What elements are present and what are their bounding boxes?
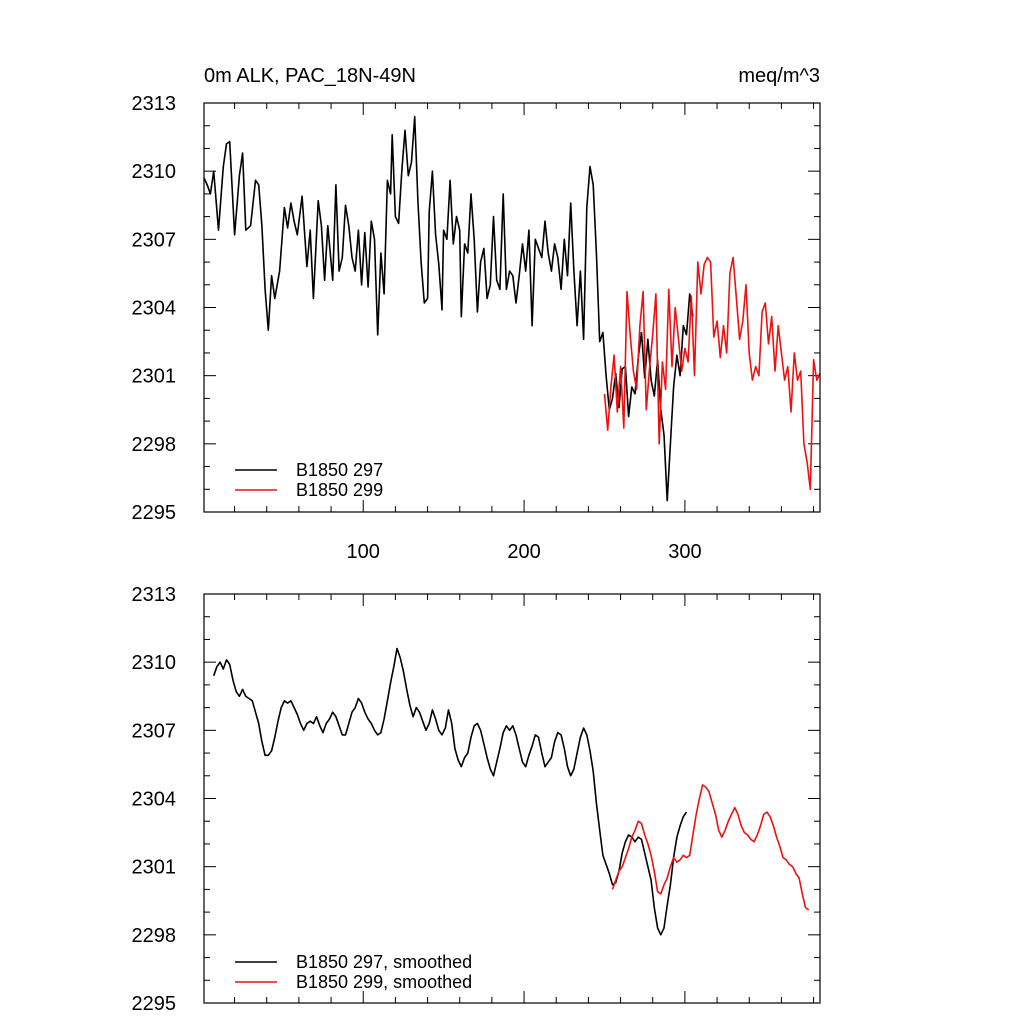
y-tick-label: 2304 bbox=[132, 298, 177, 320]
x-tick-label: 200 bbox=[507, 541, 540, 563]
y-tick-label: 2307 bbox=[132, 720, 177, 742]
y-tick-label: 2310 bbox=[132, 652, 177, 674]
series-line-b1850-297 bbox=[212, 647, 688, 936]
top-panel-tick-labels: 2295 2298 2301 2304 2307 2310 2313 100 200 300 bbox=[132, 93, 702, 563]
y-tick-label: 2310 bbox=[132, 161, 177, 183]
top-panel-frame bbox=[203, 102, 821, 513]
top-panel-ticks bbox=[204, 102, 820, 513]
series-line-b1850-299 bbox=[603, 256, 821, 491]
series-line-b1850-297 bbox=[203, 115, 694, 502]
bottom-panel: 2295 2298 2301 2304 2307 2310 2313 B1850 297, … bbox=[132, 584, 821, 1015]
bottom-panel-frame bbox=[203, 593, 821, 1004]
series-line-b1850-299 bbox=[611, 784, 810, 911]
y-tick-label: 2301 bbox=[132, 366, 177, 388]
top-panel-title: 0m ALK, PAC_18N-49N bbox=[204, 65, 416, 87]
legend-label: B1850 297 bbox=[296, 460, 383, 480]
y-tick-label: 2301 bbox=[132, 857, 177, 879]
bottom-panel-tick-labels: 2295 2298 2301 2304 2307 2310 2313 bbox=[132, 584, 177, 1015]
bottom-panel-ticks bbox=[204, 593, 820, 1004]
x-tick-label: 300 bbox=[668, 541, 701, 563]
top-panel-units: meq/m^3 bbox=[738, 65, 820, 87]
y-tick-label: 2298 bbox=[132, 434, 177, 456]
y-tick-label: 2304 bbox=[132, 789, 177, 811]
y-tick-label: 2298 bbox=[132, 925, 177, 947]
top-panel-series bbox=[203, 115, 821, 502]
legend-label: B1850 299 bbox=[296, 480, 383, 500]
y-tick-label: 2313 bbox=[132, 584, 177, 606]
top-panel: 0m ALK, PAC_18N-49N meq/m^3 2295 2298 2301… bbox=[132, 65, 821, 563]
x-tick-label: 100 bbox=[347, 541, 380, 563]
y-tick-label: 2295 bbox=[132, 993, 177, 1015]
y-tick-label: 2313 bbox=[132, 93, 177, 115]
y-tick-label: 2295 bbox=[132, 502, 177, 524]
y-tick-label: 2307 bbox=[132, 229, 177, 251]
legend-label: B1850 297, smoothed bbox=[296, 952, 472, 972]
bottom-panel-series bbox=[212, 647, 810, 936]
legend-label: B1850 299, smoothed bbox=[296, 972, 472, 992]
